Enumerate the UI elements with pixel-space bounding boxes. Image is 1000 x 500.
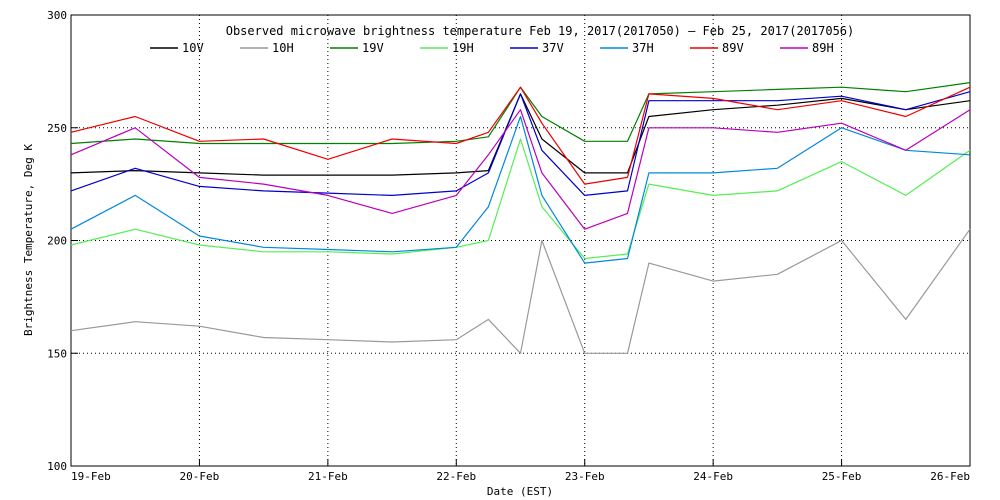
legend-label-10h: 10H — [272, 41, 294, 55]
series-line-10h — [70, 228, 971, 354]
chart-title: Observed microwave brightness temperatur… — [226, 24, 855, 38]
grid-lines — [71, 15, 970, 466]
legend-label-37h: 37H — [632, 41, 654, 55]
x-tick-label: 23-Feb — [565, 470, 605, 483]
y-tick-label: 200 — [47, 235, 67, 248]
x-tick-label: 21-Feb — [308, 470, 348, 483]
x-tick-label: 25-Feb — [822, 470, 862, 483]
legend-label-19v: 19V — [362, 41, 384, 55]
series-line-19h — [70, 138, 971, 260]
x-tick-label: 24-Feb — [693, 470, 733, 483]
legend-label-19h: 19H — [452, 41, 474, 55]
y-tick-label: 150 — [47, 347, 67, 360]
x-tick-label: 22-Feb — [436, 470, 476, 483]
series-line-89v — [70, 86, 971, 185]
axis-ticks: 19-Feb 20-Feb 21-Feb 22-Feb 23-Feb 24-Feb 25-F… — [47, 9, 971, 483]
series-line-89h — [70, 109, 971, 230]
legend-label-37v: 37V — [542, 41, 564, 55]
y-tick-label: 250 — [47, 122, 67, 135]
x-tick-label: 26-Feb — [930, 470, 970, 483]
legend: 10V 10H 19V 19H 37V 37H 89V 89H — [150, 41, 834, 55]
series-line-19v — [70, 82, 971, 145]
y-axis-label: Brightness Temperature, Deg K — [22, 144, 35, 336]
legend-label-89v: 89V — [722, 41, 744, 55]
y-tick-label: 300 — [47, 9, 67, 22]
series-line-10v — [70, 93, 971, 176]
x-tick-label: 20-Feb — [180, 470, 220, 483]
x-tick-label: 19-Feb — [71, 470, 111, 483]
series-lines — [70, 82, 971, 354]
y-tick-label: 100 — [47, 460, 67, 473]
legend-label-89h: 89H — [812, 41, 834, 55]
x-axis-label: Date (EST) — [487, 485, 553, 498]
series-line-37h — [70, 115, 971, 264]
series-line-37v — [70, 91, 971, 196]
legend-label-10v: 10V — [182, 41, 204, 55]
